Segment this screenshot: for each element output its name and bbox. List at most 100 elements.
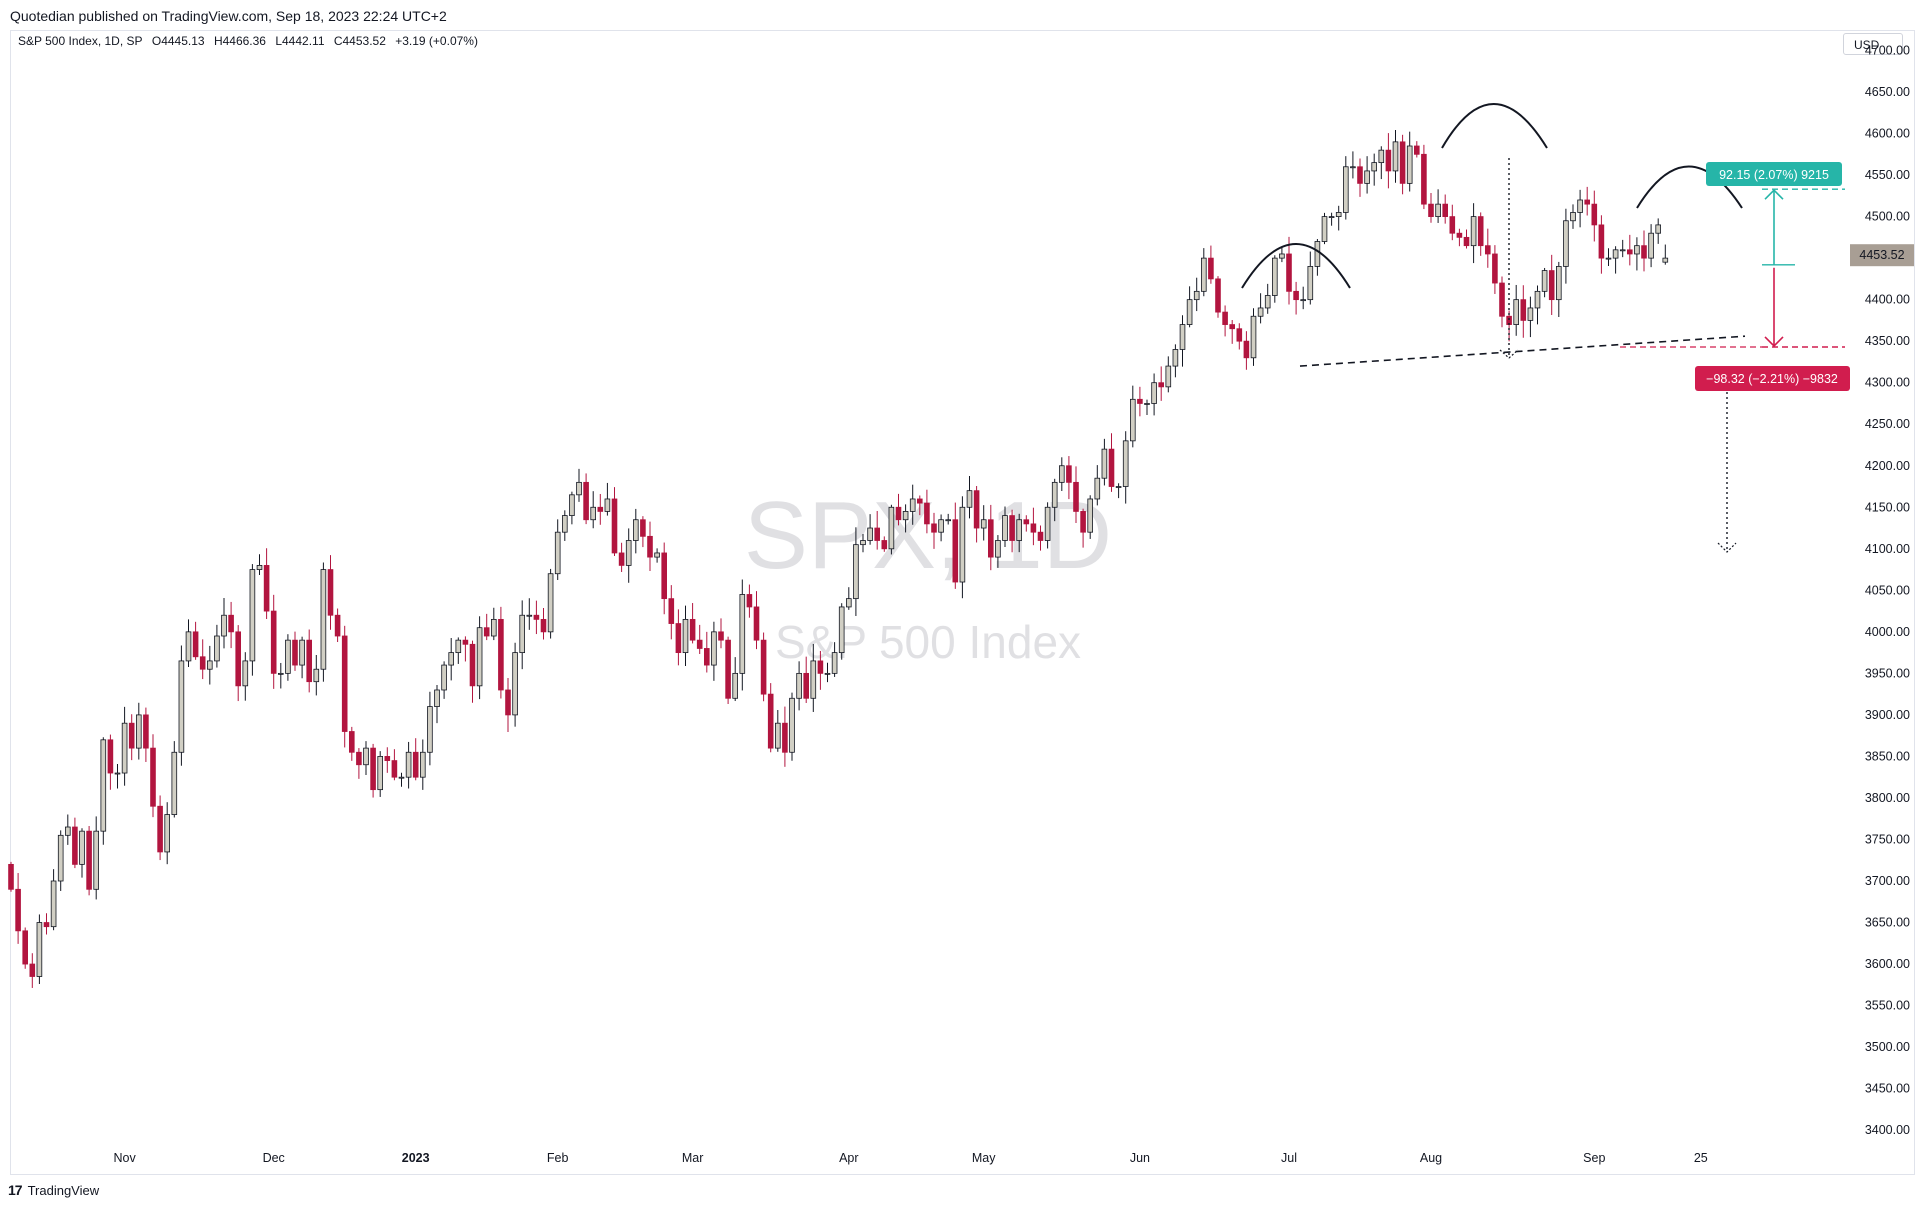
- candle-body: [228, 614, 234, 633]
- candle-body: [661, 552, 667, 600]
- candle-body: [853, 544, 859, 600]
- candle-body: [640, 519, 646, 537]
- candle-body: [1364, 170, 1370, 184]
- candle-body: [696, 639, 703, 649]
- candle-body: [235, 631, 242, 687]
- candle-body: [462, 639, 469, 645]
- candle-body: [1186, 299, 1193, 325]
- candle-body: [1598, 224, 1605, 259]
- candle-body: [1335, 212, 1342, 217]
- top-bar: Quotedian published on TradingView.com, …: [0, 0, 1927, 30]
- candle-body: [505, 689, 511, 716]
- down-measure-label: −98.32 (−2.21%) −9832: [1706, 372, 1838, 386]
- candle-body: [817, 660, 824, 674]
- candle-body: [1655, 224, 1662, 234]
- candle-body: [1570, 212, 1576, 222]
- candle-body: [860, 540, 866, 546]
- candle-body: [199, 656, 206, 670]
- time-axis[interactable]: Nov Dec 2023 Feb Mar Apr May Jun Jul Aug Sep 25: [113, 1151, 1707, 1165]
- y-tick-label: 3950.00: [1865, 666, 1910, 680]
- last-price-tag: 4453.52: [1859, 248, 1904, 262]
- candle-body: [93, 830, 100, 890]
- candle-body: [1009, 515, 1015, 541]
- legend-change: +3.19 (+0.07%): [395, 34, 478, 48]
- candle-body: [597, 506, 604, 512]
- candle-body: [1243, 340, 1250, 359]
- candle-body: [157, 805, 163, 853]
- candle-body: [562, 515, 568, 533]
- candle-body: [1137, 398, 1143, 404]
- tradingview-logo[interactable]: 17 TradingView: [8, 1182, 99, 1198]
- watermark: SPX, 1D S&P 500 Index: [744, 482, 1112, 668]
- candle-body: [980, 519, 987, 529]
- candle-body: [1115, 486, 1122, 488]
- candle-body: [867, 527, 873, 541]
- candle-body: [1385, 149, 1392, 172]
- candle-body: [356, 751, 362, 766]
- candle-body: [704, 648, 710, 666]
- watermark-symbol: SPX, 1D: [744, 482, 1112, 589]
- candle-body: [1130, 398, 1136, 442]
- x-tick-label: Nov: [113, 1151, 136, 1165]
- candle-body: [391, 760, 398, 778]
- candle-body: [895, 506, 902, 521]
- candle-body: [1208, 257, 1214, 280]
- candle-body: [831, 652, 838, 674]
- candle-body: [519, 614, 525, 654]
- candle-body: [1037, 531, 1044, 541]
- currency-selector[interactable]: USD: [1843, 33, 1903, 55]
- y-tick-label: 3750.00: [1865, 832, 1910, 846]
- price-axis[interactable]: 4700.004650.004600.004550.004500.004450.…: [1865, 44, 1910, 1138]
- candle-body: [57, 834, 64, 882]
- candle-body: [427, 706, 433, 753]
- candle-body: [1584, 199, 1591, 205]
- candle-body: [1151, 382, 1157, 404]
- y-tick-label: 3900.00: [1865, 708, 1910, 722]
- candle-body: [1172, 349, 1179, 367]
- candle-body: [490, 618, 497, 637]
- candle-body: [1044, 506, 1051, 541]
- candle-body: [1371, 162, 1378, 172]
- candle-body: [959, 506, 966, 583]
- candle-body: [583, 481, 589, 521]
- candle-body: [512, 652, 518, 716]
- y-tick-label: 4250.00: [1865, 417, 1910, 431]
- candle-body: [1229, 324, 1236, 330]
- x-tick-label: May: [972, 1151, 996, 1165]
- symbol-legend: S&P 500 Index, 1D, SP O4445.13 H4466.36 …: [18, 34, 484, 48]
- legend-open: O4445.13: [151, 34, 205, 48]
- candle-body: [1513, 299, 1520, 325]
- candle-body: [277, 672, 284, 675]
- candle-body: [143, 714, 149, 749]
- candle-body: [1179, 324, 1186, 350]
- right-shoulder-arc: [1636, 165, 1743, 209]
- candle-body: [1627, 249, 1633, 255]
- y-tick-label: 4300.00: [1865, 376, 1910, 390]
- candle-body: [1286, 253, 1292, 292]
- candle-body: [1499, 282, 1505, 317]
- candle-body: [185, 631, 192, 662]
- legend-symbol[interactable]: S&P 500 Index, 1D, SP: [18, 34, 143, 48]
- candle-body: [1300, 299, 1307, 302]
- candle-body: [711, 631, 717, 666]
- x-tick-label: Aug: [1420, 1151, 1442, 1165]
- candle-body: [917, 498, 923, 504]
- candle-body: [1087, 498, 1094, 533]
- candle-body: [65, 826, 71, 836]
- candle-body: [533, 614, 540, 620]
- candle-body: [192, 631, 199, 658]
- candle-body: [341, 635, 348, 732]
- candle-body: [1527, 307, 1534, 321]
- candle-body: [299, 639, 305, 666]
- candle-body: [604, 498, 611, 512]
- candle-body: [1023, 519, 1030, 525]
- candle-body: [1165, 365, 1172, 388]
- x-tick-label: 2023: [402, 1151, 430, 1165]
- y-tick-label: 3700.00: [1865, 874, 1910, 888]
- candle-body: [1016, 519, 1022, 541]
- candle-body: [1158, 382, 1165, 388]
- last-price-tag-bg: [1850, 244, 1914, 267]
- candle-body: [498, 618, 504, 691]
- candle-body: [718, 631, 724, 641]
